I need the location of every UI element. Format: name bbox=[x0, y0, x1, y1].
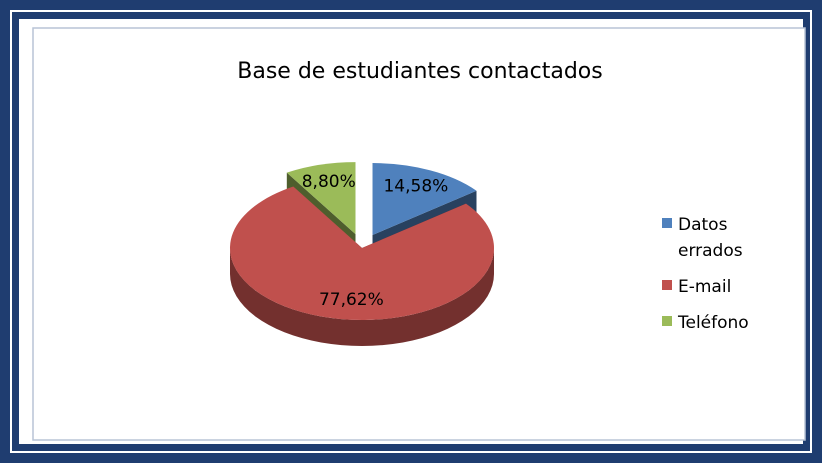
pie: 14,58% 77,62% 8,80% bbox=[230, 162, 494, 346]
legend: Datos errados E-mail Teléfono bbox=[662, 212, 772, 346]
frame-line bbox=[10, 10, 812, 453]
legend-label: Datos errados bbox=[678, 215, 743, 261]
slice bbox=[286, 162, 356, 235]
data-label: 77,62% bbox=[319, 290, 384, 310]
slice-side bbox=[230, 248, 494, 346]
legend-item: E-mail bbox=[662, 274, 772, 300]
data-label: 8,80% bbox=[302, 172, 356, 192]
chart-title: Base de estudiantes contactados bbox=[237, 59, 602, 84]
legend-item: Teléfono bbox=[662, 310, 772, 336]
legend-label: Teléfono bbox=[678, 313, 749, 333]
legend-label: E-mail bbox=[678, 277, 732, 297]
slice bbox=[372, 163, 477, 236]
slice bbox=[230, 186, 494, 320]
data-label: 14,58% bbox=[383, 177, 448, 197]
legend-swatch bbox=[662, 218, 672, 228]
legend-item: Datos errados bbox=[662, 212, 772, 264]
legend-swatch bbox=[662, 280, 672, 290]
legend-swatch bbox=[662, 316, 672, 326]
